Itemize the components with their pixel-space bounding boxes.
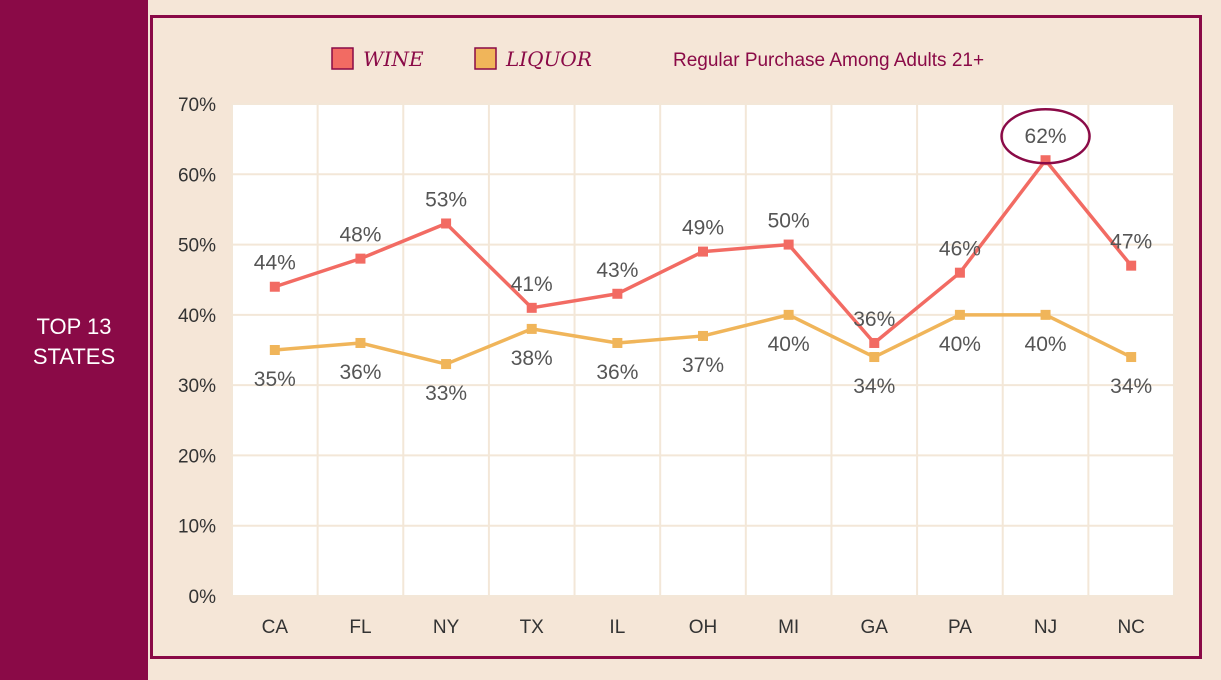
x-tick-label: NJ [1034,617,1057,638]
chart-subtitle: Regular Purchase Among Adults 21+ [673,50,984,71]
data-label-wine: 50% [768,210,810,233]
data-point-liquor [698,330,708,341]
data-point-wine [783,239,794,250]
data-point-wine [1126,260,1137,271]
legend-swatch-liquor [474,47,497,70]
data-label-liquor: 33% [425,382,467,405]
x-tick-label: IL [609,617,625,638]
data-point-liquor [612,337,623,348]
data-point-wine [954,267,965,278]
x-tick-label: TX [520,617,545,638]
data-label-liquor: 40% [1025,333,1067,356]
data-label-liquor: 36% [339,361,381,384]
gridlines [231,103,1175,597]
data-point-liquor [441,359,452,370]
x-tick-label: FL [349,617,371,638]
data-point-liquor [355,337,366,348]
data-point-wine [869,337,880,348]
data-point-wine [526,302,537,313]
data-label-wine: 36% [853,308,895,331]
x-tick-label: OH [689,617,718,638]
data-label-wine: 41% [511,273,553,296]
y-tick-label: 0% [189,587,217,608]
data-point-wine [698,246,708,257]
data-label-wine: 49% [682,217,724,240]
data-label-liquor: 37% [682,354,724,377]
data-point-liquor [1126,352,1137,363]
data-label-wine: 46% [939,238,981,261]
data-label-wine: 44% [254,252,296,275]
data-point-liquor [869,352,880,363]
data-label-liquor: 36% [596,361,638,384]
data-point-wine [355,253,366,264]
data-label-wine: 62% [1025,125,1067,148]
data-label-wine: 53% [425,188,467,211]
data-label-wine: 47% [1110,231,1152,254]
y-axis: 0% 10% 20% 30% 40% 50% 60% 70% [178,95,216,608]
x-tick-label: PA [948,617,972,638]
x-tick-label: NC [1117,617,1144,638]
data-point-wine [612,288,623,299]
data-label-wine: 48% [339,224,381,247]
data-label-liquor: 40% [939,333,981,356]
y-tick-label: 30% [178,376,216,397]
data-label-liquor: 38% [511,347,553,370]
data-label-liquor: 34% [1110,375,1152,398]
chart-frame [150,15,1202,659]
x-axis: CA FL NY TX IL OH MI GA PA NJ NC [262,617,1145,638]
x-tick-label: MI [778,617,799,638]
y-tick-label: 70% [178,95,216,116]
legend-swatch-wine [331,47,354,70]
data-label-liquor: 34% [853,375,895,398]
legend-label-liquor: LIQUOR [505,47,592,71]
data-point-wine [269,281,280,292]
y-tick-label: 60% [178,165,216,186]
data-point-wine [1040,155,1051,166]
data-point-liquor [269,345,280,355]
y-tick-label: 10% [178,517,216,538]
y-tick-label: 20% [178,446,216,467]
data-label-wine: 43% [596,259,638,282]
data-label-liquor: 35% [254,368,296,391]
data-point-liquor [526,323,537,334]
sidebar-label: TOP 13 STATES [32,314,116,369]
legend-label-wine: WINE [363,47,424,71]
data-point-liquor [783,309,794,320]
data-point-liquor [1040,309,1051,320]
highlight-circle [1000,107,1091,165]
data-point-wine [441,218,452,229]
y-tick-label: 50% [178,236,216,257]
x-tick-label: GA [861,617,889,638]
data-point-liquor [954,309,965,320]
y-tick-label: 40% [178,306,216,327]
data-label-liquor: 40% [768,333,810,356]
x-tick-label: NY [433,617,460,638]
x-tick-label: CA [262,617,289,638]
sidebar-panel: TOP 13 STATES [0,0,148,680]
legend: WINE LIQUOR Regular Purchase Among Adult… [331,47,984,71]
series-group: 44% 48% 53% 41% 43% 49% 50% 36% 46% 62% 47% 35% 36% 3… [254,107,1152,405]
